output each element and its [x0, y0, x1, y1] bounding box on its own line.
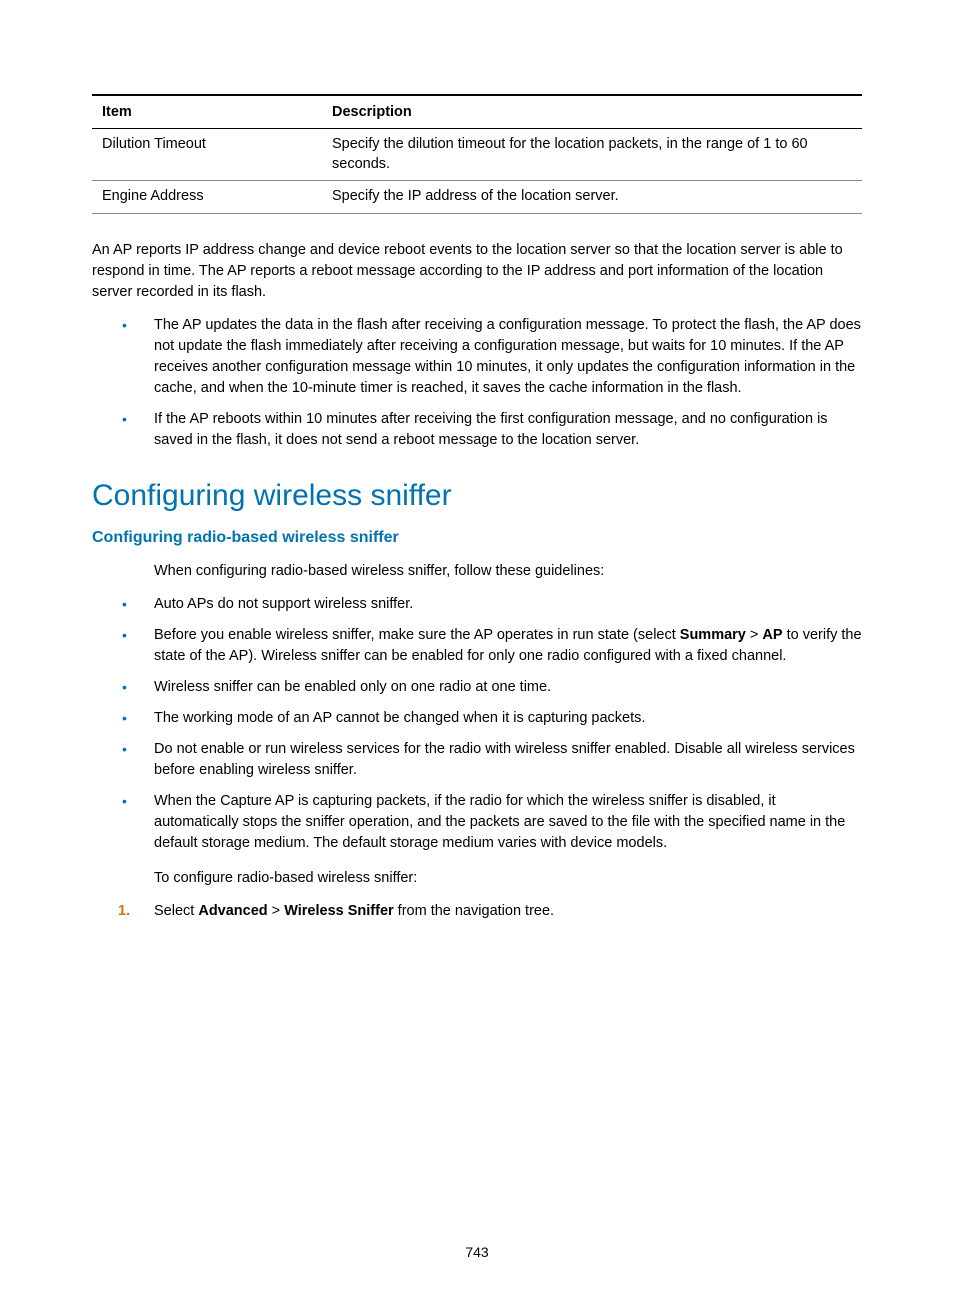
text: Before you enable wireless sniffer, make…: [154, 627, 680, 643]
table-row: Dilution Timeout Specify the dilution ti…: [92, 129, 862, 181]
sub-heading: Configuring radio-based wireless sniffer: [92, 529, 862, 547]
list-item: Auto APs do not support wireless sniffer…: [92, 594, 862, 615]
list-item: When the Capture AP is capturing packets…: [92, 791, 862, 854]
guideline-intro: When configuring radio-based wireless sn…: [154, 561, 862, 582]
bold-text: Advanced: [198, 903, 267, 919]
table-header-description: Description: [322, 95, 862, 129]
page-number: 743: [0, 1244, 954, 1260]
list-item: The AP updates the data in the flash aft…: [92, 315, 862, 399]
bold-text: Wireless Sniffer: [284, 903, 393, 919]
section-heading: Configuring wireless sniffer: [92, 479, 862, 513]
page-root: Item Description Dilution Timeout Specif…: [0, 0, 954, 1296]
step-number: 1.: [118, 901, 130, 922]
bold-text: Summary: [680, 627, 746, 643]
list-item: The working mode of an AP cannot be chan…: [92, 708, 862, 729]
configure-intro: To configure radio-based wireless sniffe…: [154, 868, 862, 889]
list-item: If the AP reboots within 10 minutes afte…: [92, 409, 862, 451]
bold-text: AP: [762, 627, 782, 643]
parameters-table: Item Description Dilution Timeout Specif…: [92, 94, 862, 214]
table-cell-description: Specify the IP address of the location s…: [322, 181, 862, 214]
list-item: Wireless sniffer can be enabled only on …: [92, 677, 862, 698]
text: Select: [154, 903, 198, 919]
text: from the navigation tree.: [394, 903, 554, 919]
step-item: 1. Select Advanced > Wireless Sniffer fr…: [92, 901, 862, 922]
list-item: Before you enable wireless sniffer, make…: [92, 625, 862, 667]
guideline-bullet-list: Auto APs do not support wireless sniffer…: [92, 594, 862, 854]
intro-paragraph: An AP reports IP address change and devi…: [92, 240, 862, 303]
table-cell-item: Dilution Timeout: [92, 129, 322, 181]
text: >: [746, 627, 763, 643]
intro-block: An AP reports IP address change and devi…: [92, 240, 862, 303]
table-header-row: Item Description: [92, 95, 862, 129]
configure-intro-block: To configure radio-based wireless sniffe…: [92, 868, 862, 889]
guideline-intro-block: When configuring radio-based wireless sn…: [92, 561, 862, 582]
table-cell-item: Engine Address: [92, 181, 322, 214]
list-item: Do not enable or run wireless services f…: [92, 739, 862, 781]
step-list: 1. Select Advanced > Wireless Sniffer fr…: [92, 901, 862, 922]
text: >: [268, 903, 285, 919]
table-header-item: Item: [92, 95, 322, 129]
table-cell-description: Specify the dilution timeout for the loc…: [322, 129, 862, 181]
intro-bullet-list: The AP updates the data in the flash aft…: [92, 315, 862, 451]
table-row: Engine Address Specify the IP address of…: [92, 181, 862, 214]
